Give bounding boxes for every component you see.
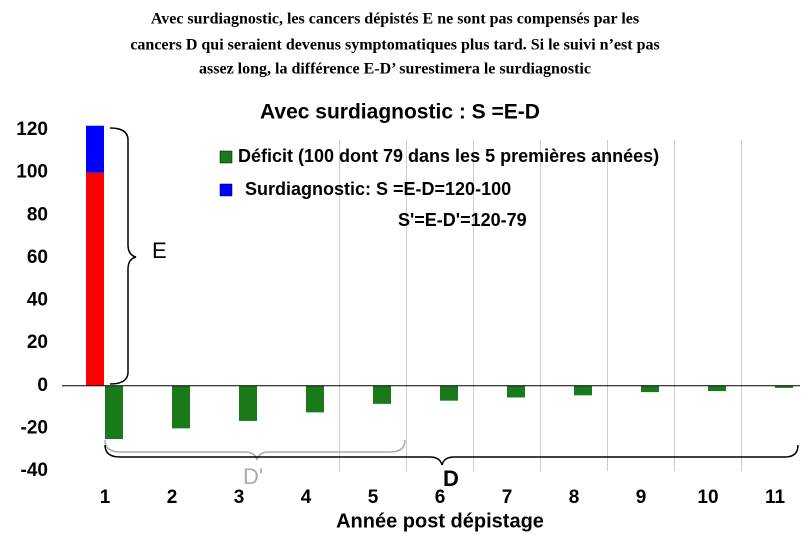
x-tick-label: 8 <box>569 487 580 508</box>
x-tick-label: 7 <box>502 487 513 508</box>
x-tick-label: 5 <box>368 487 379 508</box>
bar <box>775 385 793 388</box>
y-tick-label: 0 <box>37 375 48 396</box>
legend-swatch <box>219 150 233 164</box>
y-tick-label: 20 <box>27 332 48 353</box>
y-tick-label: 100 <box>16 162 48 183</box>
legend-extra: S'=E-D'=120-79 <box>398 210 527 230</box>
bar <box>373 385 391 404</box>
y-tick-label: -40 <box>21 460 48 481</box>
x-tick-label: 11 <box>765 487 786 508</box>
y-tick-label: 40 <box>27 290 48 311</box>
bar <box>708 385 726 392</box>
bar <box>641 385 659 393</box>
bar <box>306 385 324 413</box>
bar <box>440 385 458 401</box>
bar <box>172 385 190 429</box>
bar <box>574 385 592 396</box>
bar <box>507 385 525 398</box>
legend-label: Déficit (100 dont 79 dans les 5 première… <box>238 146 659 166</box>
y-tick-label: 60 <box>27 247 48 268</box>
x-tick-label: 6 <box>435 487 446 508</box>
legend-label: Surdiagnostic: S =E-D=120-100 <box>245 179 511 199</box>
y-tick-label: 80 <box>27 204 48 225</box>
header-line: Avec surdiagnostic, les cancers dépistés… <box>151 11 639 28</box>
bar <box>105 385 123 440</box>
bar <box>86 172 104 386</box>
chart-title: Avec surdiagnostic : S =E-D <box>260 101 540 124</box>
x-tick-label: 9 <box>636 487 647 508</box>
x-tick-label: 4 <box>301 487 312 508</box>
legend-swatch <box>219 183 233 197</box>
annotation: D' <box>243 464 263 489</box>
x-tick-label: 2 <box>167 487 178 508</box>
annotation: D <box>443 466 459 491</box>
bar <box>86 125 104 173</box>
x-axis-label: Année post dépistage <box>336 510 544 532</box>
y-tick-label: -20 <box>21 417 48 438</box>
bar <box>239 385 257 421</box>
annotation: E <box>152 238 167 263</box>
header-line: cancers D qui seraient devenus symptomat… <box>130 37 659 54</box>
y-tick-label: 120 <box>16 119 48 140</box>
x-tick-label: 10 <box>697 487 718 508</box>
brace-d-prime <box>104 439 406 461</box>
x-tick-label: 3 <box>234 487 245 508</box>
brace-e <box>109 127 137 385</box>
x-tick-label: 1 <box>100 487 111 508</box>
header-line: assez long, la différence E-D’ surestime… <box>199 61 591 78</box>
brace-d <box>104 444 799 466</box>
